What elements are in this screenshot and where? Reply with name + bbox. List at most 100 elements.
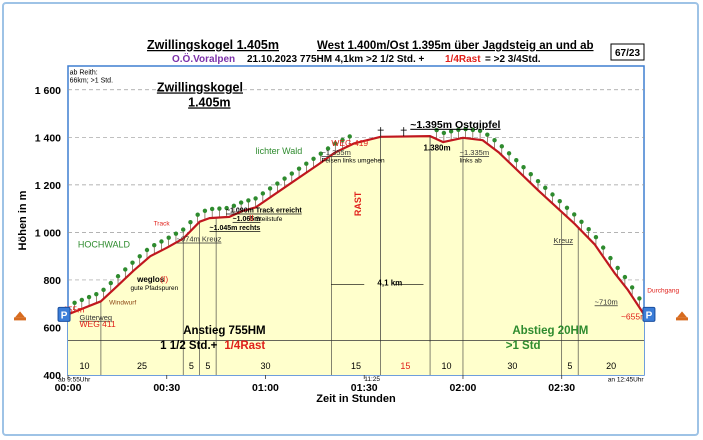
tree-crown — [311, 156, 316, 161]
info-total: = >2 3/4Std. — [485, 54, 541, 65]
car-icon — [15, 311, 25, 318]
y-tick-label: 600 — [43, 322, 61, 334]
badge-label: 67/23 — [615, 48, 640, 59]
annotation-label: WEG 419 — [331, 138, 368, 148]
annotation-label: ~1.395m Ostgipfel — [410, 119, 500, 131]
segment-minutes-label: 5 — [567, 361, 572, 371]
tree-crown — [209, 206, 215, 212]
segment-minutes-label: 10 — [442, 361, 452, 371]
tree-crown — [448, 129, 454, 134]
tree-crown — [492, 138, 497, 143]
tree-crown — [514, 158, 519, 163]
tree-crown — [260, 191, 266, 196]
tree-crown — [115, 274, 121, 279]
annotation-label: ~1.335m — [460, 148, 489, 157]
tree-crown — [499, 144, 505, 149]
annotation-label: ab 9:55Uhr — [58, 377, 91, 384]
parking-label: P — [61, 310, 68, 321]
y-tick-label: 400 — [43, 370, 61, 382]
tree-crown — [144, 247, 150, 253]
tree-crown — [238, 200, 244, 205]
tree-crown — [86, 294, 92, 300]
tree-crown — [629, 285, 635, 290]
annotation-label: Güterweg — [80, 313, 113, 322]
annotation-label: ~655m — [58, 305, 84, 315]
tree-crown — [275, 181, 280, 186]
segment-minutes-label: 30 — [260, 361, 270, 371]
tree-crown — [181, 227, 186, 232]
tree-crown — [267, 186, 273, 191]
info-rast: 1/4Rast — [445, 54, 481, 65]
tree-crown — [456, 127, 461, 132]
tree-crown — [325, 146, 331, 151]
annotation-label: gute Pfadspuren — [131, 285, 179, 292]
elevation-chart: Zwillingskogel 1.405m West 1.400m/Ost 1.… — [14, 38, 688, 405]
segment-minutes-label: 20 — [606, 361, 616, 371]
annotation-label: Track — [154, 221, 171, 228]
tree-crown — [441, 130, 447, 136]
tree-crown — [231, 203, 237, 209]
x-tick-label: 01:00 — [252, 382, 279, 394]
tree-crown — [246, 198, 251, 203]
annotation-label: 66km; >1 Std. — [70, 78, 113, 85]
y-tick-label: 1 200 — [35, 180, 61, 192]
annotation-label: 1.380m — [423, 143, 450, 152]
parking-label: P — [646, 310, 653, 321]
segment-minutes-label: 30 — [507, 361, 517, 371]
tree-crown — [333, 141, 338, 146]
tree-crown — [173, 231, 179, 236]
y-axis-label: Höhen in m — [17, 190, 29, 250]
annotation-label: weglos — [136, 275, 165, 284]
tree-crown — [304, 161, 309, 166]
segment-minutes-label: 10 — [79, 361, 89, 371]
tree-crown — [463, 126, 468, 132]
annotation-label: II — [249, 213, 254, 223]
tree-crown — [130, 260, 135, 265]
tree-crown — [159, 239, 164, 244]
x-tick-label: 00:30 — [153, 382, 180, 394]
tree-crown — [224, 205, 229, 211]
annotation-label: ab Reith: — [70, 69, 98, 76]
annotation-label: ~1.065m — [233, 216, 261, 223]
tree-crown — [622, 274, 628, 280]
tree-crown — [72, 300, 77, 305]
x-tick-label: 02:30 — [548, 382, 575, 394]
plot-area: 10 25 5 5 30 15 15 10 30 5 20 400 600 800 1 000 1 200 1 … — [14, 65, 688, 405]
tree-crown — [593, 234, 599, 240]
annotation-label: HOCHWALD — [78, 239, 131, 249]
tree-crown — [579, 219, 584, 224]
tree-crown — [347, 134, 352, 139]
tree-crown — [296, 166, 302, 171]
tree-crown — [586, 227, 591, 232]
tree-crown — [340, 137, 345, 143]
annotation-label: Steilstufe — [256, 216, 283, 223]
tree-crown — [506, 151, 512, 156]
y-tick-label: 800 — [43, 275, 61, 287]
tree-crown — [637, 296, 642, 301]
title-rest: West 1.400m/Ost 1.395m über Jagdsteig an… — [317, 40, 594, 52]
tree-crown — [543, 185, 548, 191]
chart-header: Zwillingskogel 1.405m West 1.400m/Ost 1.… — [147, 38, 645, 65]
parking-sign — [57, 306, 71, 322]
parking-sign — [642, 306, 656, 322]
x-tick-label: 01:30 — [351, 382, 378, 394]
annotation-label: RAST — [353, 191, 363, 216]
x-tick-label: 02:00 — [450, 382, 477, 394]
tree-crown — [188, 219, 193, 225]
title-main: Zwillingskogel 1.405m — [147, 38, 279, 52]
elevation-area — [68, 136, 644, 375]
info-line: 21.10.2023 775HM 4,1km >2 1/2 Std. + — [247, 54, 424, 65]
annotation-label: Durchgang — [647, 287, 679, 294]
annotation-label: >1 Std — [506, 340, 541, 352]
tree-crown — [535, 178, 541, 184]
annotation-label: ~1.045m rechts — [210, 225, 261, 232]
tree-crown — [528, 171, 533, 177]
annotation-label: links ab — [460, 157, 482, 164]
annotation-label: ~974m Kreuz — [177, 235, 222, 244]
annotation-label: 4,1 km — [377, 278, 402, 287]
tree-crown — [282, 176, 287, 181]
region-label: O.Ö.Voralpen — [172, 52, 235, 65]
elevation-line — [67, 135, 645, 316]
tree-crown — [202, 208, 208, 213]
car-icon — [677, 311, 687, 318]
